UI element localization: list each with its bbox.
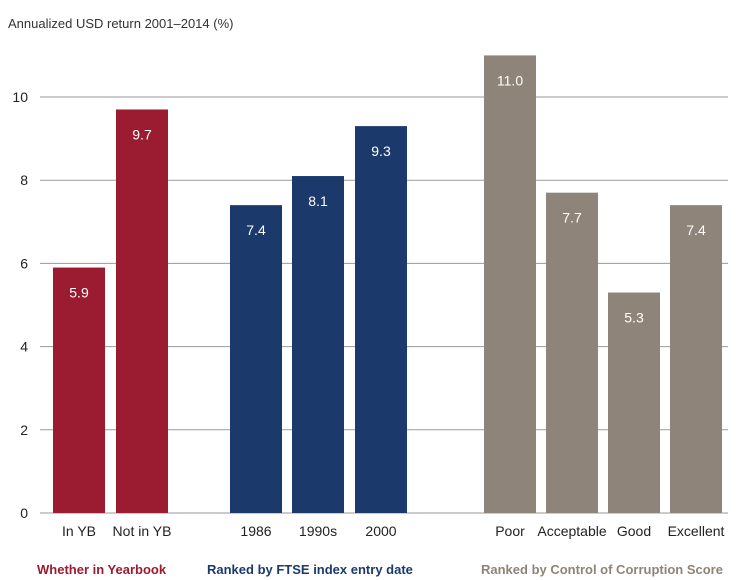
bar-in-yb [53, 267, 105, 513]
group-label: Whether in Yearbook [37, 562, 167, 577]
bar-excellent [670, 205, 722, 513]
y-axis-ticks: 0 2 4 6 8 10 [12, 89, 28, 521]
category-labels: In YB Not in YB 1986 1990s 2000 Poor Acceptabl… [62, 523, 725, 539]
value-label: 8.1 [308, 193, 328, 209]
category-label: Poor [495, 523, 525, 539]
category-label: Acceptable [537, 523, 606, 539]
y-tick-label: 6 [20, 255, 28, 271]
y-axis-title: Annualized USD return 2001–2014 (%) [8, 16, 233, 31]
value-label: 5.9 [69, 285, 89, 301]
category-label: 2000 [365, 523, 396, 539]
bar-good [608, 292, 660, 513]
category-label: In YB [62, 523, 96, 539]
category-label: Good [617, 523, 651, 539]
value-label: 9.7 [132, 126, 152, 142]
value-label: 7.4 [246, 222, 266, 238]
value-label: 5.3 [624, 310, 644, 326]
y-tick-label: 4 [20, 339, 28, 355]
category-label: 1986 [240, 523, 271, 539]
y-tick-label: 0 [20, 505, 28, 521]
value-label: 11.0 [497, 72, 523, 88]
bars [53, 55, 722, 514]
bar-acceptable [546, 192, 598, 513]
bar-2000 [355, 126, 407, 514]
bar-1986 [230, 205, 282, 513]
y-tick-label: 10 [12, 89, 28, 105]
bar-not-in-yb [116, 109, 168, 513]
bar-1990s [292, 176, 344, 514]
category-label: Not in YB [113, 523, 172, 539]
value-label: 9.3 [371, 143, 391, 159]
value-label: 7.4 [686, 222, 706, 238]
value-labels: 5.9 9.7 7.4 8.1 9.3 11.0 7.7 5.3 7.4 [69, 72, 706, 325]
bar-poor [484, 55, 536, 514]
group-legend: Whether in Yearbook Ranked by FTSE index … [37, 562, 723, 577]
y-tick-label: 2 [20, 422, 28, 438]
group-label: Ranked by Control of Corruption Score [481, 562, 723, 577]
group-label: Ranked by FTSE index entry date [207, 562, 413, 577]
value-label: 7.7 [562, 210, 582, 226]
category-label: Excellent [668, 523, 725, 539]
y-tick-label: 8 [20, 172, 28, 188]
category-label: 1990s [299, 523, 337, 539]
